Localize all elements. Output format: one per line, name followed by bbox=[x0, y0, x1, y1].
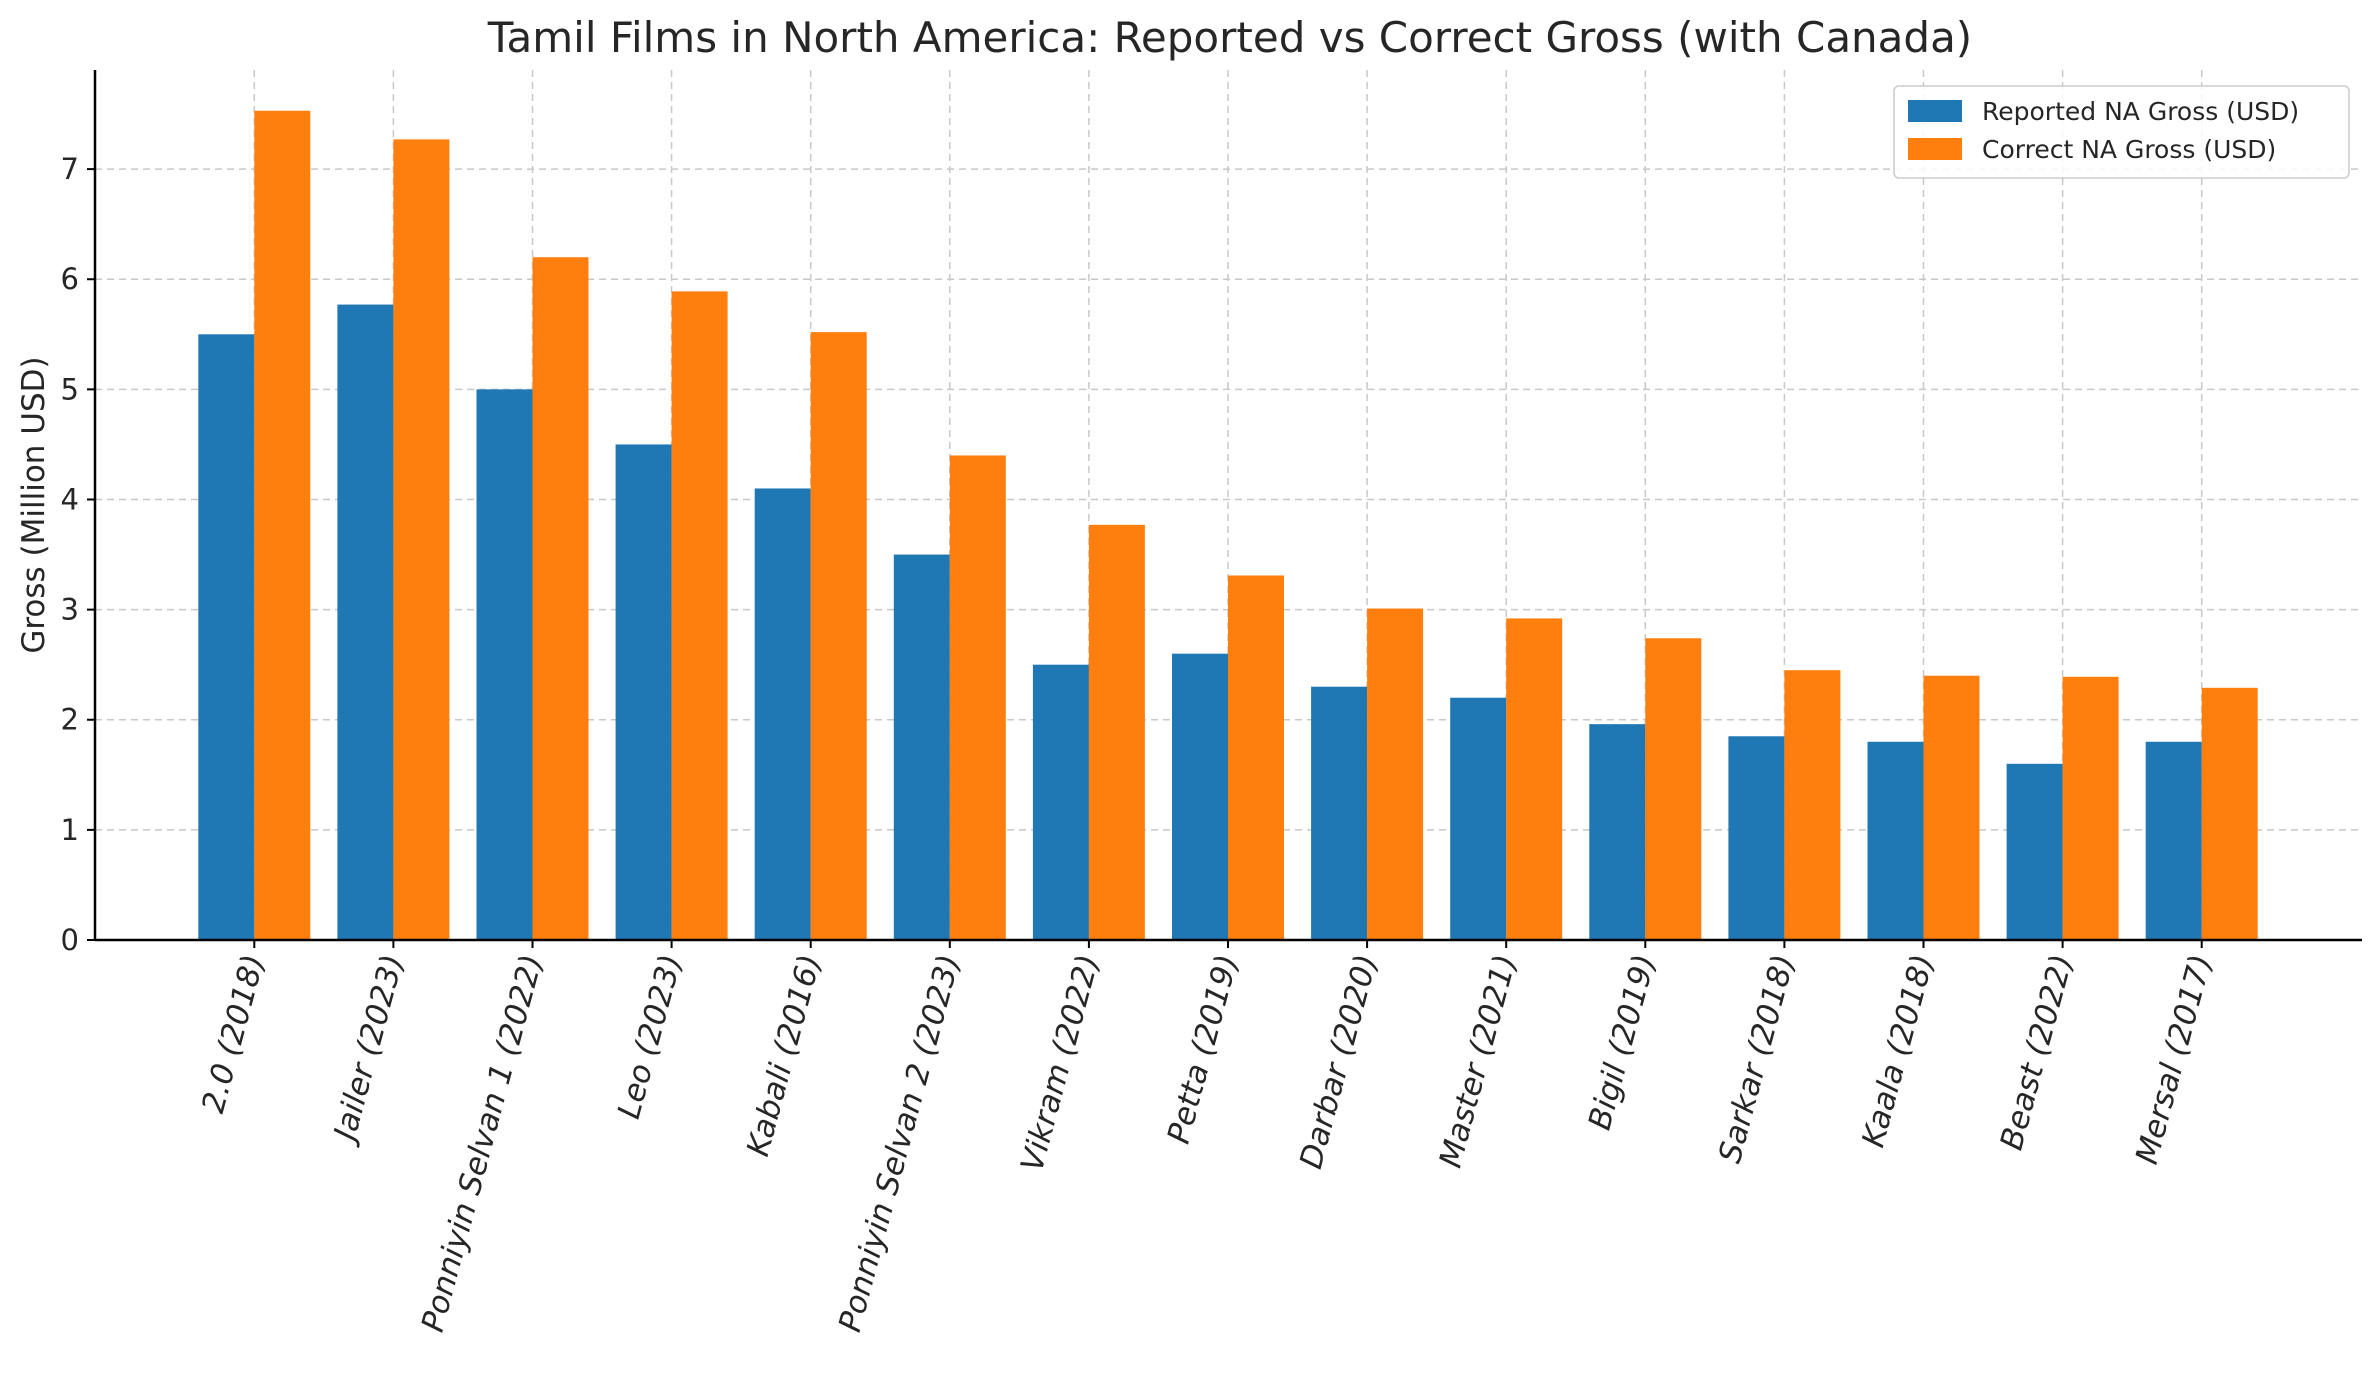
y-tick-label: 7 bbox=[61, 152, 79, 186]
bar-correct bbox=[1088, 524, 1145, 940]
x-tick-label: Vikram (2022) bbox=[1014, 951, 1106, 1175]
y-tick-label: 2 bbox=[61, 703, 79, 737]
x-tick-label: Petta (2019) bbox=[1161, 951, 1246, 1148]
x-tick-label: Leo (2023) bbox=[611, 951, 689, 1123]
y-tick-label: 3 bbox=[61, 593, 79, 627]
x-tick-label: Mersal (2017) bbox=[2129, 951, 2219, 1168]
bar-correct bbox=[671, 291, 728, 940]
bar-correct bbox=[2062, 676, 2119, 940]
x-tick-label: Ponniyin Selvan 2 (2023) bbox=[832, 951, 967, 1336]
bar-correct bbox=[1506, 618, 1563, 940]
bar-correct bbox=[393, 139, 450, 940]
bar-reported bbox=[754, 488, 811, 940]
x-tick-label: Kaala (2018) bbox=[1855, 951, 1941, 1151]
y-tick-label: 1 bbox=[61, 813, 79, 847]
x-tick-label: Beast (2022) bbox=[1994, 951, 2081, 1154]
bar-reported bbox=[1032, 664, 1089, 940]
bar-correct bbox=[1645, 638, 1702, 940]
chart-title: Tamil Films in North America: Reported v… bbox=[487, 13, 1972, 62]
bar-correct bbox=[949, 455, 1006, 940]
x-tick-label: Master (2021) bbox=[1433, 951, 1524, 1172]
bar-reported bbox=[476, 389, 533, 941]
x-tick-label: Ponniyin Selvan 1 (2022) bbox=[415, 951, 550, 1336]
bar-reported bbox=[893, 554, 950, 940]
x-tick-label: Sarkar (2018) bbox=[1712, 951, 1802, 1167]
x-tick-label: Kabali (2016) bbox=[740, 951, 828, 1160]
x-tick-label: Darbar (2020) bbox=[1293, 951, 1385, 1173]
legend: Reported NA Gross (USD) Correct NA Gross … bbox=[1893, 85, 2350, 179]
y-axis-label: Gross (Million USD) bbox=[16, 356, 52, 653]
bar-correct bbox=[810, 332, 867, 940]
bar-correct bbox=[1228, 575, 1284, 940]
axes bbox=[87, 70, 2362, 948]
legend-swatch-reported bbox=[1908, 100, 1962, 122]
bar-correct bbox=[254, 110, 311, 941]
x-tick-label: Bigil (2019) bbox=[1582, 951, 1663, 1134]
y-tick-labels: 0 1 2 3 4 5 6 7 bbox=[61, 152, 79, 957]
bar-correct bbox=[2201, 687, 2258, 940]
bar-reported bbox=[615, 444, 672, 940]
bar-reported bbox=[1172, 653, 1228, 940]
bar-reported bbox=[2145, 741, 2202, 940]
legend-swatch-correct bbox=[1908, 138, 1962, 160]
bar-reported bbox=[1728, 736, 1785, 940]
x-tick-label: 2.0 (2018) bbox=[195, 951, 272, 1117]
bar-correct bbox=[532, 257, 589, 940]
bars bbox=[198, 110, 2258, 941]
bar-reported bbox=[1450, 697, 1507, 940]
legend-label-correct: Correct NA Gross (USD) bbox=[1982, 135, 2276, 164]
y-tick-label: 0 bbox=[61, 923, 79, 957]
y-tick-label: 6 bbox=[61, 262, 79, 296]
bar-correct bbox=[1923, 675, 1980, 940]
x-tick-labels: 2.0 (2018) Jailer (2023) Ponniyin Selvan 1… bbox=[195, 951, 2219, 1336]
bar-reported bbox=[1867, 741, 1924, 940]
legend-box bbox=[1893, 85, 2350, 179]
bar-correct bbox=[1367, 608, 1424, 940]
bar-correct bbox=[1784, 670, 1841, 940]
bar-reported bbox=[198, 334, 255, 940]
legend-label-reported: Reported NA Gross (USD) bbox=[1982, 97, 2299, 126]
bar-reported bbox=[337, 304, 394, 941]
bar-reported bbox=[1311, 686, 1368, 940]
x-tick-label: Jailer (2023) bbox=[326, 951, 412, 1150]
y-tick-label: 4 bbox=[61, 482, 79, 516]
bar-reported bbox=[2006, 763, 2063, 940]
y-tick-label: 5 bbox=[61, 372, 79, 406]
bar-reported bbox=[1589, 724, 1646, 940]
